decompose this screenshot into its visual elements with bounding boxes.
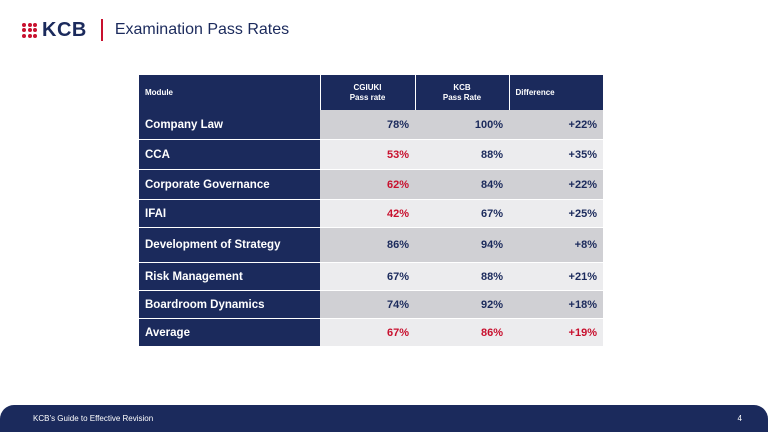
header-difference: Difference: [509, 75, 603, 110]
table-header-row: Module CGIUKI Pass rate KCB Pass Rate Di…: [139, 75, 603, 110]
module-cell: Boardroom Dynamics: [139, 290, 320, 319]
cgiuki-cell: 53%: [320, 139, 415, 170]
table-row-average: Average 67% 86% +19%: [139, 318, 603, 347]
cgiuki-cell: 67%: [320, 262, 415, 291]
header-kcb-line2: Pass Rate: [442, 92, 482, 102]
kcb-cell: 88%: [415, 262, 509, 291]
table-row: Risk Management 67% 88% +21%: [139, 262, 603, 291]
header-kcb-line1: KCB: [453, 82, 471, 92]
module-cell: Company Law: [139, 110, 320, 140]
cgiuki-cell: 78%: [320, 110, 415, 140]
cgiuki-cell: 74%: [320, 290, 415, 319]
pass-rates-table: Module CGIUKI Pass rate KCB Pass Rate Di…: [139, 75, 603, 347]
module-cell: Corporate Governance: [139, 169, 320, 200]
kcb-logo-dots-icon: [22, 22, 37, 38]
difference-cell: +35%: [509, 139, 603, 170]
difference-cell: +22%: [509, 110, 603, 140]
difference-cell: +18%: [509, 290, 603, 319]
cgiuki-cell: 62%: [320, 169, 415, 200]
header-module: Module: [139, 75, 321, 110]
header-divider: [100, 19, 103, 41]
cgiuki-cell: 42%: [320, 199, 415, 228]
module-cell: Development of Strategy: [139, 227, 320, 263]
kcb-cell: 94%: [415, 227, 509, 263]
module-cell: IFAI: [139, 199, 320, 228]
header-cgiuki-line2: Pass rate: [349, 92, 386, 102]
difference-cell: +19%: [509, 318, 603, 347]
header-cgiuki-line1: CGIUKI: [353, 82, 382, 92]
table-row: Development of Strategy 86% 94% +8%: [139, 227, 603, 263]
header-kcb-pass-rate: KCB Pass Rate: [415, 75, 510, 110]
table-row: Corporate Governance 62% 84% +22%: [139, 169, 603, 200]
difference-cell: +8%: [509, 227, 603, 263]
cgiuki-cell: 86%: [320, 227, 415, 263]
kcb-cell: 88%: [415, 139, 509, 170]
kcb-cell: 92%: [415, 290, 509, 319]
kcb-cell: 84%: [415, 169, 509, 200]
table-row: Company Law 78% 100% +22%: [139, 110, 603, 140]
page-number: 4: [737, 414, 742, 423]
difference-cell: +22%: [509, 169, 603, 200]
cgiuki-cell: 67%: [320, 318, 415, 347]
module-cell: CCA: [139, 139, 320, 170]
module-cell: Risk Management: [139, 262, 320, 291]
kcb-cell: 86%: [415, 318, 509, 347]
kcb-cell: 67%: [415, 199, 509, 228]
table-row: CCA 53% 88% +35%: [139, 139, 603, 170]
table-row: IFAI 42% 67% +25%: [139, 199, 603, 228]
module-cell: Average: [139, 318, 320, 347]
table-row: Boardroom Dynamics 74% 92% +18%: [139, 290, 603, 319]
difference-cell: +25%: [509, 199, 603, 228]
footer-bar: KCB’s Guide to Effective Revision 4: [0, 405, 768, 432]
difference-cell: +21%: [509, 262, 603, 291]
header-cgiuki-pass-rate: CGIUKI Pass rate: [320, 75, 416, 110]
header: KCB Examination Pass Rates: [22, 17, 289, 43]
footer-text: KCB’s Guide to Effective Revision: [33, 414, 154, 423]
kcb-cell: 100%: [415, 110, 509, 140]
kcb-logo: KCB: [42, 18, 87, 41]
page-title: Examination Pass Rates: [114, 21, 290, 38]
